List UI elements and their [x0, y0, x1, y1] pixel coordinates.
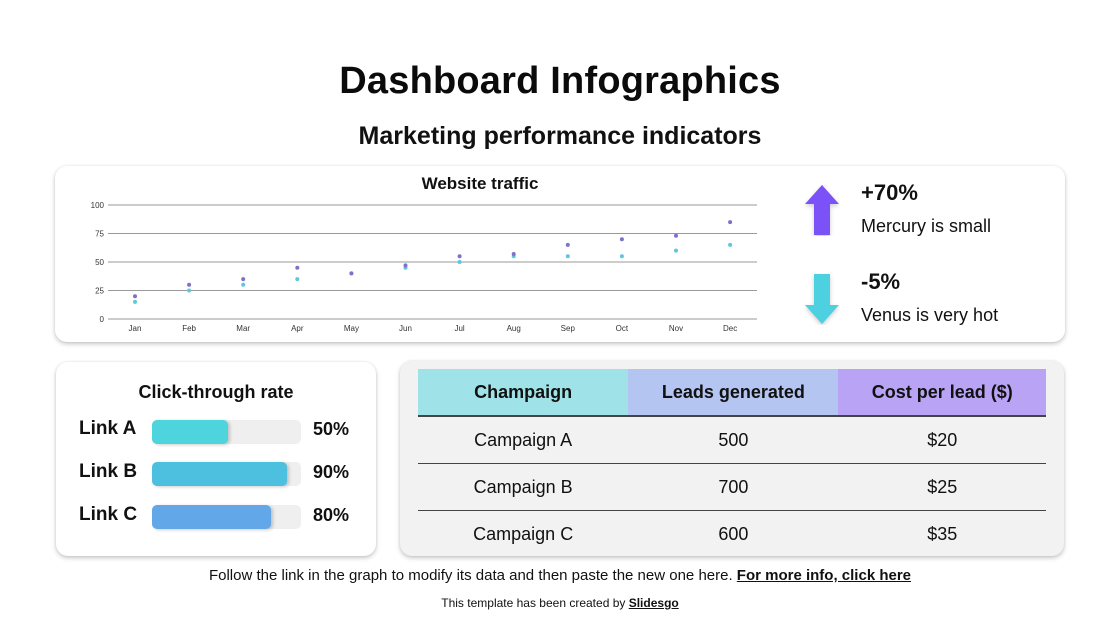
cost-value: $25: [838, 463, 1046, 511]
ctr-bar-c: [152, 505, 301, 529]
data-point: [241, 282, 246, 287]
ctr-value-b: 90%: [313, 462, 350, 482]
cost-value: $35: [927, 523, 958, 544]
ctr-label-c: Link C: [79, 504, 138, 525]
y-tick-label: 0: [100, 315, 105, 324]
x-tick-label: Apr: [291, 324, 304, 333]
data-point: [565, 242, 570, 247]
footer-credit: This template has been created by Slides…: [0, 596, 1120, 610]
campaign-table: Champaign Leads generated Cost per lead …: [418, 369, 1046, 557]
x-tick-label: Dec: [723, 324, 737, 333]
arrow-down-icon: [805, 274, 839, 324]
ctr-bar-b: [152, 462, 301, 486]
more-info-link[interactable]: For more info, click here: [736, 567, 912, 584]
x-tick-label: Nov: [669, 324, 683, 333]
x-tick-label: Aug: [507, 324, 521, 333]
x-tick-label: Mar: [236, 324, 250, 333]
campaign-name: Campaign C: [473, 523, 574, 544]
data-point: [728, 220, 733, 225]
leads-value: 700: [628, 463, 839, 511]
ctr-value-a: 50%: [313, 419, 350, 439]
kpi-value-down: -5%: [861, 269, 901, 294]
column-header-cost: Cost per lead ($): [838, 369, 1046, 417]
data-point: [133, 299, 137, 304]
ctr-bar-a: [152, 420, 301, 444]
y-tick-label: 50: [95, 258, 104, 267]
footer-note: Follow the link in the graph to modify i…: [0, 567, 1120, 584]
x-tick-label: Sep: [561, 324, 576, 333]
data-point: [728, 242, 733, 247]
data-point: [187, 282, 192, 287]
data-point: [619, 237, 624, 242]
x-tick-label: Feb: [182, 324, 196, 333]
data-point: [295, 277, 300, 282]
table-row: Campaign A 500 $20: [418, 416, 1046, 464]
y-tick-label: 75: [95, 230, 104, 239]
ctr-label-a: Link A: [79, 418, 137, 439]
ctr-card: Click-through rate Link A 50% Link B 90%…: [56, 362, 376, 556]
data-point: [349, 271, 354, 276]
campaign-table-card: Champaign Leads generated Cost per lead …: [400, 361, 1064, 556]
x-tick-label: Jun: [399, 324, 412, 333]
leads-value: 500: [628, 416, 839, 464]
column-header-leads: Leads generated: [628, 369, 839, 417]
x-tick-label: May: [344, 324, 359, 333]
credit-text: This template has been created by: [441, 596, 629, 610]
data-point: [565, 254, 570, 259]
ctr-label-b: Link B: [79, 461, 138, 482]
kpi-value-up: +70%: [861, 180, 918, 205]
website-traffic-chart[interactable]: 0 25 50 75 100 Jan Feb Mar Apr May Jun Jul Aug Sep Oct…: [55, 166, 1065, 342]
table-header-row: Champaign Leads generated Cost per lead …: [418, 369, 1046, 417]
page-title: Dashboard Infographics: [339, 60, 781, 102]
data-point: [511, 252, 516, 257]
data-point: [403, 263, 408, 268]
table-row: Campaign B 700 $25: [418, 463, 1046, 511]
x-tick-label: Oct: [616, 324, 629, 333]
arrow-up-icon: [805, 185, 839, 235]
leads-value: 600: [718, 523, 749, 544]
campaign-name: Campaign A: [418, 416, 629, 464]
ctr-title: Click-through rate: [138, 382, 294, 402]
table-row: Campaign C 600 $35: [418, 511, 1046, 558]
data-point: [674, 233, 678, 238]
campaign-name: Campaign B: [418, 463, 629, 511]
column-header-campaign: Champaign: [418, 369, 629, 417]
data-point: [133, 294, 137, 299]
x-tick-label: Jan: [129, 324, 142, 333]
footer-note-text: Follow the link in the graph to modify i…: [208, 567, 737, 584]
ctr-value-c: 80%: [313, 505, 350, 525]
data-point: [295, 265, 300, 270]
kpi-description-down: Venus is very hot: [861, 305, 999, 325]
data-point: [674, 248, 678, 253]
y-tick-label: 100: [91, 201, 105, 210]
page-subtitle: Marketing performance indicators: [358, 122, 762, 150]
slidesgo-link[interactable]: Slidesgo: [628, 596, 679, 610]
x-tick-label: Jul: [454, 324, 464, 333]
data-point: [457, 260, 462, 264]
traffic-card: Website traffic 0 25 50 75 100 Jan Feb Mar Apr Ma…: [55, 166, 1065, 342]
y-tick-label: 25: [95, 287, 104, 296]
data-point: [457, 254, 462, 259]
data-point: [241, 277, 246, 282]
data-point: [619, 254, 624, 259]
data-point: [187, 288, 192, 293]
chart-title: Website traffic: [421, 174, 539, 193]
kpi-description-up: Mercury is small: [861, 216, 992, 236]
cost-value: $20: [838, 416, 1046, 464]
